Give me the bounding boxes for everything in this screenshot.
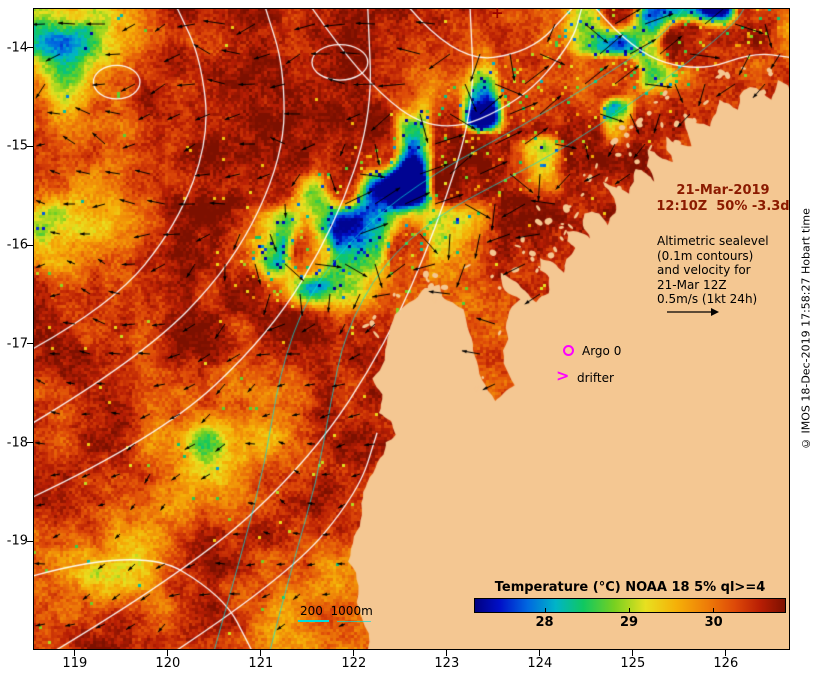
date-annotation: 21-Mar-2019 12:10Z 50% -3.3d [648, 183, 798, 215]
x-axis-tick-label: 119 [62, 656, 88, 671]
depth-contour-legend: 200 1000m [300, 604, 373, 618]
colorbar: Temperature (°C) NOAA 18 5% ql>=4 28 29 30 [474, 580, 786, 630]
x-axis-tick-label: 126 [713, 656, 739, 671]
colorbar-gradient [474, 598, 786, 613]
y-axis-tick-mark [27, 145, 33, 147]
colorbar-tick-labels: 28 29 30 [474, 613, 786, 630]
sealevel-note: Altimetric sealevel (0.1m contours) and … [657, 234, 769, 307]
x-axis-tick-label: 122 [341, 656, 367, 671]
y-axis-tick-mark [27, 343, 33, 345]
sealevel-note-line: Altimetric sealevel [657, 234, 769, 248]
y-axis-tick-mark [27, 540, 33, 542]
y-axis-tick-label: -18 [6, 435, 28, 451]
x-axis-tick-mark [260, 650, 262, 656]
colorbar-tick-mark [629, 608, 631, 612]
y-axis-tick-mark [27, 442, 33, 444]
y-axis-tick-mark [27, 244, 33, 246]
y-axis-tick-mark [27, 47, 33, 48]
sealevel-note-line: 0.5m/s (1kt 24h) [657, 292, 758, 306]
observation-plus-marker: + [491, 4, 504, 22]
depth-1000m-line [337, 621, 371, 622]
y-axis-tick-label: -16 [6, 237, 28, 253]
sst-map-canvas [33, 8, 790, 650]
x-axis-tick-mark [632, 650, 634, 656]
x-axis-tick-mark [446, 650, 448, 656]
sealevel-note-line: (0.1m contours) [657, 248, 754, 263]
y-axis-tick-label: -19 [6, 533, 28, 549]
colorbar-tick-label: 29 [620, 615, 639, 630]
y-axis-tick-label: -15 [6, 138, 28, 154]
sealevel-note-line: and velocity for [657, 263, 751, 277]
drifter-label: drifter [577, 371, 614, 385]
drifter-marker: > [556, 366, 570, 385]
x-axis-tick-mark [539, 650, 541, 656]
colorbar-tick-label: 28 [535, 615, 554, 630]
x-axis-tick-mark [74, 650, 76, 656]
depth-200m-line [298, 620, 329, 622]
velocity-scale-arrow-icon [667, 308, 719, 316]
x-axis-tick-mark [167, 650, 169, 656]
x-axis-tick-mark [353, 650, 355, 656]
y-axis-tick-label: -17 [6, 336, 28, 352]
argo-float-marker [563, 345, 574, 356]
x-axis-tick-label: 125 [620, 656, 646, 671]
date-line1: 21-Mar-2019 [676, 183, 770, 198]
argo-label: Argo 0 [582, 344, 622, 358]
x-axis-tick-mark [725, 650, 727, 656]
colorbar-title: Temperature (°C) NOAA 18 5% ql>=4 [494, 580, 766, 595]
colorbar-tick-mark [545, 608, 547, 612]
x-axis-tick-label: 121 [248, 656, 274, 671]
y-axis-tick-label: -14 [6, 40, 28, 55]
date-line2: 12:10Z 50% -3.3d [656, 199, 790, 214]
x-axis-tick-label: 120 [155, 656, 181, 671]
x-axis-tick-label: 124 [527, 656, 553, 671]
colorbar-tick-mark [713, 608, 715, 612]
x-axis-tick-label: 123 [434, 656, 460, 671]
copyright-text: © IMOS 18-Dec-2019 17:58:27 Hobart time [799, 208, 813, 450]
sealevel-note-line: 21-Mar 12Z [657, 277, 727, 292]
colorbar-tick-label: 30 [704, 615, 723, 630]
